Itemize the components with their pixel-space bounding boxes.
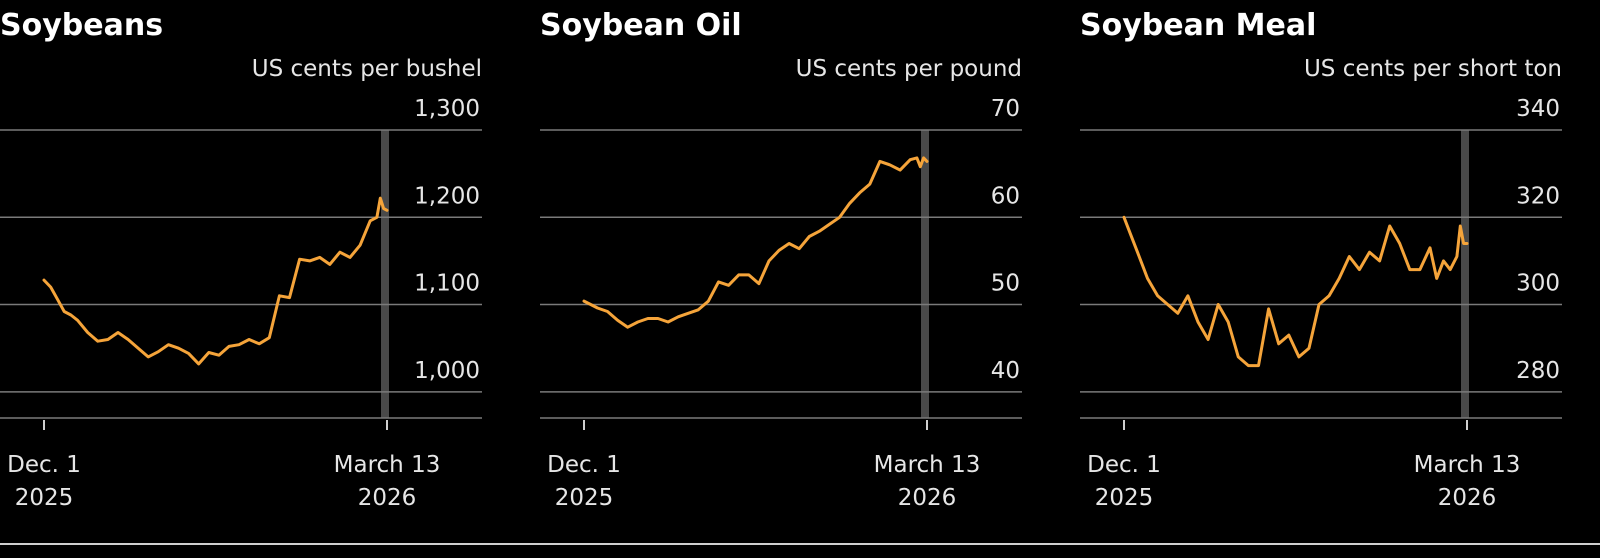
soybean-meal-panel: Soybean Meal US cents per short ton 280 3… <box>1080 0 1570 555</box>
y-axis-unit-label: US cents per pound <box>795 56 1022 82</box>
soybeans-chart: 1,000 1,100 1,200 1,300 Dec. 1 2025 March 13 20… <box>0 96 482 511</box>
y-tick-label: 1,100 <box>414 271 480 297</box>
latest-date-marker <box>381 130 389 418</box>
soybean-oil-panel: Soybean Oil US cents per pound 40 50 60 70 D… <box>540 0 1030 555</box>
x-tick-year-label: 2025 <box>1095 485 1154 511</box>
x-tick-label: March 13 <box>1414 452 1521 478</box>
x-tick-label: March 13 <box>874 452 981 478</box>
y-tick-label: 50 <box>991 271 1020 297</box>
price-series-line <box>42 196 389 366</box>
y-tick-label: 280 <box>1516 358 1560 384</box>
chart-title: Soybeans <box>0 8 164 43</box>
y-tick-label: 40 <box>991 358 1020 384</box>
latest-date-marker <box>921 130 929 418</box>
y-tick-label: 340 <box>1516 96 1560 122</box>
y-tick-label: 300 <box>1516 271 1560 297</box>
latest-date-marker <box>1461 130 1469 418</box>
bottom-rule <box>0 543 1600 545</box>
soybean-oil-chart: 40 50 60 70 Dec. 1 2025 March 13 2026 <box>540 96 1022 511</box>
y-tick-label: 1,200 <box>414 183 480 209</box>
y-tick-label: 1,300 <box>414 96 480 122</box>
y-tick-label: 320 <box>1516 183 1560 209</box>
x-tick-year-label: 2025 <box>15 485 74 511</box>
price-series-line <box>1122 215 1469 368</box>
soybeans-panel: Soybeans US cents per bushel 1,000 1,100 1… <box>0 0 490 555</box>
x-tick-label: March 13 <box>334 452 441 478</box>
y-tick-label: 60 <box>991 183 1020 209</box>
price-series-line <box>582 156 929 329</box>
chart-title: Soybean Meal <box>1080 8 1317 43</box>
x-tick-year-label: 2026 <box>898 485 957 511</box>
x-tick-label: Dec. 1 <box>7 452 81 478</box>
y-tick-label: 70 <box>991 96 1020 122</box>
y-tick-label: 1,000 <box>414 358 480 384</box>
x-tick-label: Dec. 1 <box>1087 452 1161 478</box>
x-tick-year-label: 2026 <box>1438 485 1497 511</box>
y-axis-unit-label: US cents per bushel <box>251 56 482 82</box>
chart-title: Soybean Oil <box>540 8 742 43</box>
soybean-meal-chart: 280 300 320 340 Dec. 1 2025 March 13 2026 <box>1080 96 1562 511</box>
x-tick-year-label: 2026 <box>358 485 417 511</box>
y-axis-unit-label: US cents per short ton <box>1303 56 1562 82</box>
x-tick-year-label: 2025 <box>555 485 614 511</box>
x-tick-label: Dec. 1 <box>547 452 621 478</box>
